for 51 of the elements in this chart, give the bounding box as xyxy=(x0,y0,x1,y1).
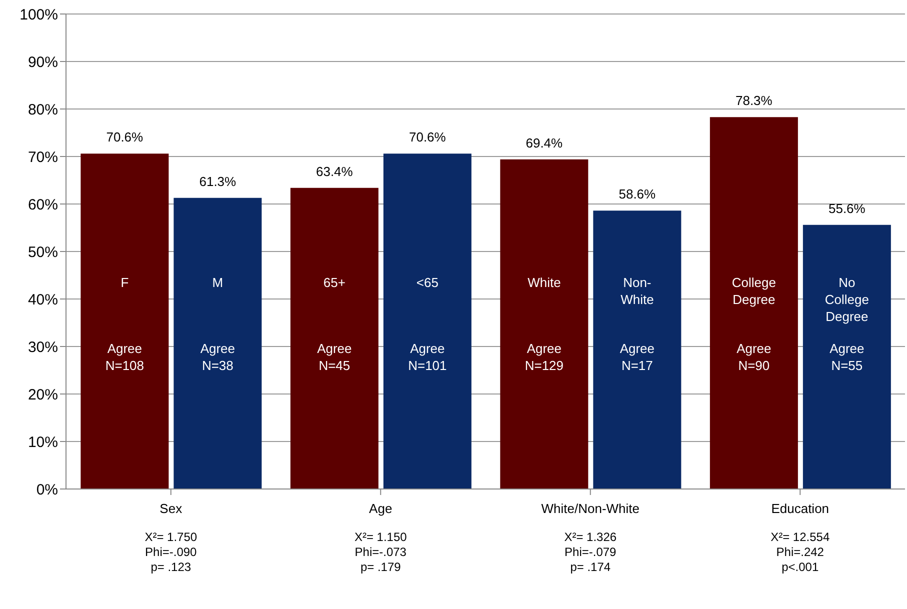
data-label: 63.4% xyxy=(316,164,354,179)
text: X²= 1.750 Phi=-.090 p= .123 xyxy=(144,530,198,574)
x-tick-label: White/Non-White xyxy=(541,501,640,516)
y-tick-label: 70% xyxy=(28,148,58,166)
bar xyxy=(80,154,169,489)
data-label: 70.6% xyxy=(106,130,144,145)
data-label: 70.6% xyxy=(408,130,446,145)
data-label: 61.3% xyxy=(199,174,237,189)
text: X²= 1.150 Phi=-.073 p= .179 xyxy=(354,530,408,574)
y-tick-label: 0% xyxy=(36,481,58,498)
y-tick-label: 60% xyxy=(28,196,58,214)
data-label: 55.6% xyxy=(828,200,866,216)
annotation: Agree N=17 xyxy=(620,341,655,373)
annotation: 65+ xyxy=(323,275,346,290)
annotation: Agree N=90 xyxy=(736,341,772,373)
annotation: White xyxy=(528,275,561,290)
data-label: 69.4% xyxy=(526,135,564,150)
text: X²= 1.326 Phi=-.079 p= .174 xyxy=(564,530,617,574)
data-label: 78.3% xyxy=(735,93,773,108)
x-tick-label: Sex xyxy=(160,501,183,516)
data-label: 58.6% xyxy=(618,186,656,202)
bar xyxy=(710,117,798,489)
annotation: Agree N=108 xyxy=(105,341,144,373)
bar xyxy=(593,210,682,489)
bar xyxy=(500,159,588,489)
bar xyxy=(383,154,472,489)
y-tick-label: 90% xyxy=(28,54,58,71)
annotation: Agree N=55 xyxy=(830,341,864,373)
x-tick-label: Age xyxy=(369,501,392,516)
bar xyxy=(802,224,891,489)
annotation: College Degree xyxy=(732,275,776,307)
y-tick-label: 50% xyxy=(28,244,58,261)
y-tick-label: 80% xyxy=(28,101,58,118)
annotation: No College Degree xyxy=(824,275,869,324)
bar xyxy=(174,198,262,489)
x-tick-label: Education xyxy=(771,501,830,516)
y-tick-label: 100% xyxy=(20,6,58,24)
annotation: <65 xyxy=(416,275,438,290)
annotation: Agree N=45 xyxy=(317,341,352,373)
annotation: Non- White xyxy=(620,275,654,307)
text: X²= 12.554 Phi=.242 p<.001 xyxy=(770,530,830,574)
annotation: M xyxy=(212,275,224,290)
annotation: Agree N=129 xyxy=(524,341,564,373)
annotation: Agree N=101 xyxy=(408,341,447,373)
annotation: Agree N=38 xyxy=(200,341,236,373)
y-tick-label: 20% xyxy=(28,386,58,404)
bar xyxy=(290,188,378,489)
annotation: F xyxy=(120,275,129,290)
y-tick-label: 30% xyxy=(28,338,58,356)
y-tick-label: 40% xyxy=(28,291,58,308)
y-tick-label: 10% xyxy=(28,434,58,451)
